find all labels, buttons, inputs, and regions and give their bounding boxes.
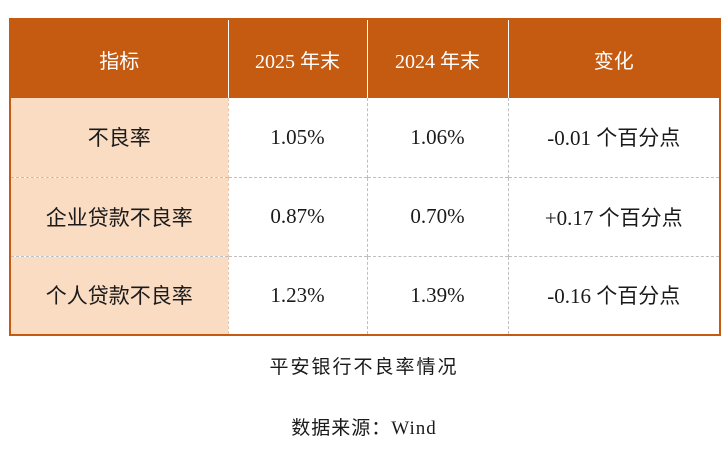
- header-cell-2024: 2024 年末: [367, 19, 509, 98]
- cell-change-value: -0.16 个百分点: [508, 255, 720, 335]
- cell-indicator: 个人贷款不良率: [10, 255, 229, 335]
- table-caption: 平安银行不良率情况: [269, 357, 459, 378]
- cell-2024-value: 1.06%: [367, 98, 509, 177]
- header-cell-indicator: 指标: [10, 19, 229, 98]
- table-header-row: 指标 2025 年末 2024 年末 变化: [10, 19, 720, 98]
- cell-change-value: -0.01 个百分点: [508, 98, 720, 177]
- cell-2025-value: 1.05%: [228, 98, 368, 177]
- table-row: 不良率 1.05% 1.06% -0.01 个百分点: [10, 98, 720, 177]
- header-cell-2025: 2025 年末: [228, 19, 368, 98]
- npl-rate-table: 指标 2025 年末 2024 年末 变化 不良率 1.05% 1.06% -0…: [9, 18, 721, 336]
- cell-indicator: 不良率: [10, 98, 229, 177]
- cell-change-value: +0.17 个百分点: [508, 176, 720, 256]
- cell-2025-value: 0.87%: [228, 176, 368, 256]
- table-row: 个人贷款不良率 1.23% 1.39% -0.16 个百分点: [10, 255, 720, 335]
- cell-2024-value: 0.70%: [367, 176, 509, 256]
- cell-2024-value: 1.39%: [367, 255, 509, 335]
- data-source-note: 数据来源：Wind: [291, 418, 437, 439]
- cell-2025-value: 1.23%: [228, 255, 368, 335]
- header-cell-change: 变化: [508, 19, 720, 98]
- table-row: 企业贷款不良率 0.87% 0.70% +0.17 个百分点: [10, 176, 720, 256]
- cell-indicator: 企业贷款不良率: [10, 176, 229, 256]
